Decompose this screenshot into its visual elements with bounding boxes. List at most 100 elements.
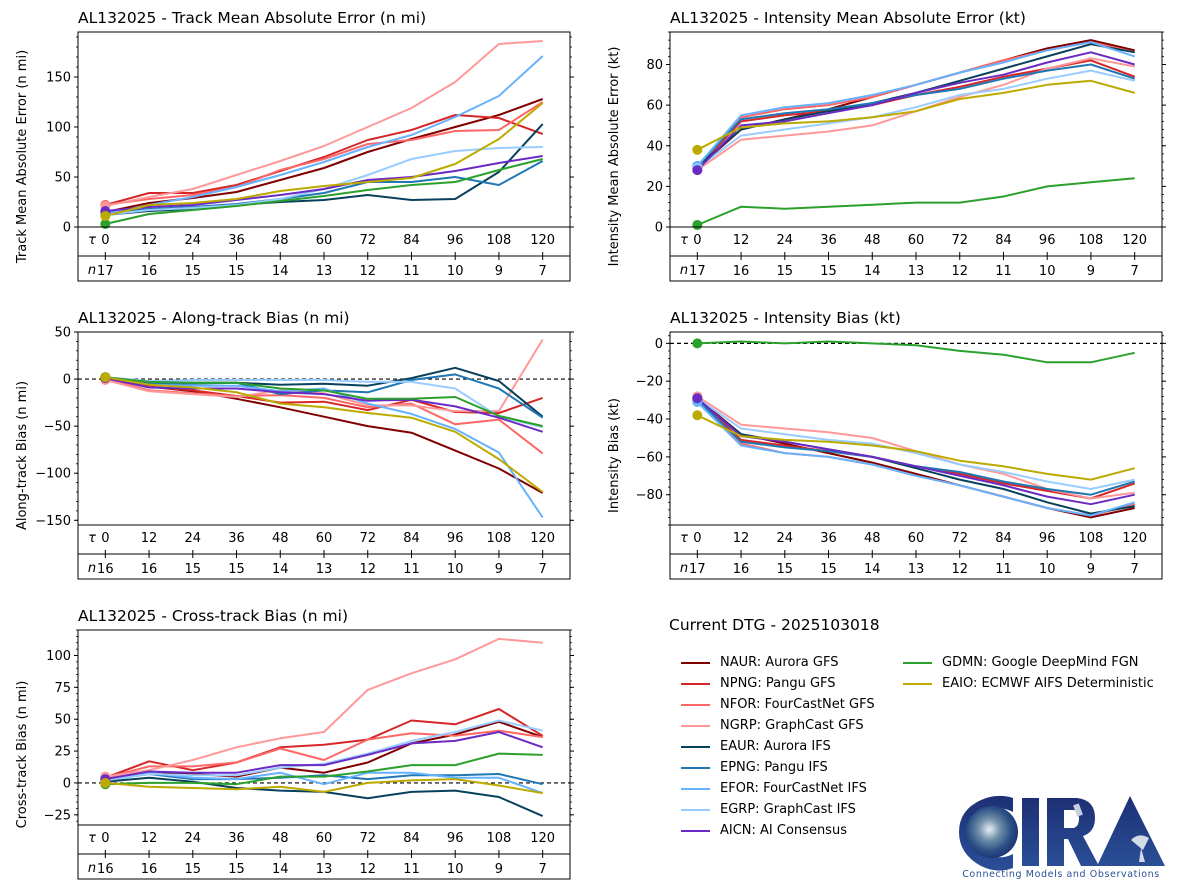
sample-count-label: 12 [359, 264, 376, 279]
y-tick-label: −80 [636, 488, 663, 503]
x-tick-label: 96 [447, 831, 464, 846]
series-line-nfor [696, 41, 1135, 169]
sample-count-label: 16 [97, 562, 114, 577]
sample-count-label: 15 [820, 264, 837, 279]
x-tick-label: 84 [403, 831, 420, 846]
x-tick-label: 120 [530, 531, 555, 546]
sample-count-label: 15 [228, 562, 245, 577]
series-line-ngrp [105, 40, 543, 207]
legend-label: EAIO: ECMWF AIFS Deterministic [942, 676, 1154, 691]
sample-count-label: 15 [777, 562, 794, 577]
series-line-epng [696, 63, 1136, 167]
sample-count-label: 15 [777, 264, 794, 279]
legend-item-npng: NPNG: Pangu GFS [669, 673, 875, 694]
sample-count-label: 15 [185, 862, 202, 877]
legend-item-eaio: EAIO: ECMWF AIFS Deterministic [891, 673, 1154, 694]
y-tick-label: 50 [54, 326, 71, 341]
tau0-marker-aicn [692, 393, 703, 404]
x-tick-label: 24 [185, 233, 202, 248]
x-tick-label: 108 [487, 531, 512, 546]
y-tick-label: 50 [54, 713, 71, 728]
legend-swatch [681, 829, 710, 832]
sample-count-label: 15 [185, 562, 202, 577]
y-tick-label: 0 [655, 221, 663, 236]
x-tick-label: 0 [693, 531, 701, 546]
x-tick-label: 36 [228, 233, 245, 248]
tau0-marker-eaio [692, 410, 703, 421]
legend-item-naur: NAUR: Aurora GFS [669, 652, 875, 673]
series-line-gdmn [697, 340, 1135, 364]
sample-count-label: 14 [864, 562, 881, 577]
series-line-naur [105, 377, 544, 494]
sample-count-label: 9 [1087, 264, 1095, 279]
sample-count-label: 13 [316, 264, 333, 279]
chart-panel-intensity_mae: AL132025 - Intensity Mean Absolute Error… [607, 9, 1166, 282]
series-line-egrp [696, 69, 1135, 169]
tau0-marker-aicn [692, 165, 703, 176]
sample-count-label: 10 [447, 264, 464, 279]
y-tick-label: 0 [655, 337, 663, 352]
legend-swatch [681, 787, 710, 790]
legend-swatch [681, 682, 710, 685]
chart-title: AL132025 - Cross-track Bias (n mi) [78, 607, 348, 625]
y-tick-label: −50 [44, 420, 71, 435]
sample-count-label: 9 [1087, 562, 1095, 577]
sample-count-label: 15 [185, 264, 202, 279]
x-tick-label: 120 [1122, 233, 1147, 248]
legend-label: NGRP: GraphCast GFS [720, 718, 864, 733]
sample-count-label: 17 [689, 562, 706, 577]
x-tick-label: 60 [316, 233, 333, 248]
x-tick-label: 84 [995, 233, 1012, 248]
series-line-eaio [696, 79, 1135, 151]
plot-frame [77, 331, 571, 526]
sample-count-label: 7 [539, 562, 547, 577]
sample-count-label: 10 [447, 562, 464, 577]
legend-swatch [681, 724, 710, 727]
n-row-label: n [88, 861, 96, 876]
x-tick-label: 24 [185, 531, 202, 546]
x-tick-label: 0 [101, 531, 109, 546]
x-tick-label: 72 [359, 233, 376, 248]
series-line-naur [105, 720, 544, 781]
sample-count-label: 15 [820, 562, 837, 577]
series-line-eaur [696, 399, 1135, 515]
legend-item-nfor: NFOR: FourCastNet GFS [669, 694, 875, 715]
legend-label: NPNG: Pangu GFS [720, 676, 836, 691]
legend-swatch [681, 745, 710, 748]
legend-item-ngrp: NGRP: GraphCast GFS [669, 715, 875, 736]
sample-count-label: 16 [141, 562, 158, 577]
legend-item-gdmn: GDMN: Google DeepMind FGN [891, 652, 1154, 673]
series-line-aicn [105, 155, 543, 212]
x-tick-label: 12 [141, 831, 158, 846]
tau0-marker-eaio [100, 372, 111, 383]
x-tick-label: 0 [101, 831, 109, 846]
x-tick-label: 108 [1079, 233, 1104, 248]
legend-swatch [903, 661, 932, 664]
logo-tagline: Connecting Models and Observations [962, 869, 1160, 880]
y-axis-label: Track Mean Absolute Error (n mi) [15, 50, 30, 264]
y-tick-label: 150 [46, 71, 71, 86]
sample-count-label: 12 [359, 562, 376, 577]
tau-row-label: τ [88, 531, 96, 546]
chart-panel-track_mae: AL132025 - Track Mean Absolute Error (n … [15, 9, 574, 282]
x-tick-label: 84 [995, 531, 1012, 546]
y-tick-label: −60 [636, 450, 663, 465]
sample-count-label: 11 [995, 264, 1012, 279]
x-tick-label: 0 [693, 233, 701, 248]
y-tick-label: 40 [646, 139, 663, 154]
y-tick-label: 100 [46, 649, 71, 664]
sample-count-label: 16 [141, 862, 158, 877]
x-tick-label: 72 [951, 531, 968, 546]
logo-letter-i [1022, 798, 1039, 866]
x-tick-label: 96 [447, 531, 464, 546]
legend-swatch [681, 703, 710, 706]
x-tick-label: 12 [141, 531, 158, 546]
series-line-egrp [105, 719, 543, 782]
x-tick-label: 60 [316, 531, 333, 546]
legend-label: EPNG: Pangu IFS [720, 760, 828, 775]
series-line-egrp [696, 397, 1135, 490]
series-line-aicn [105, 377, 544, 433]
series-line-gdmn [696, 177, 1135, 226]
x-tick-label: 12 [141, 233, 158, 248]
